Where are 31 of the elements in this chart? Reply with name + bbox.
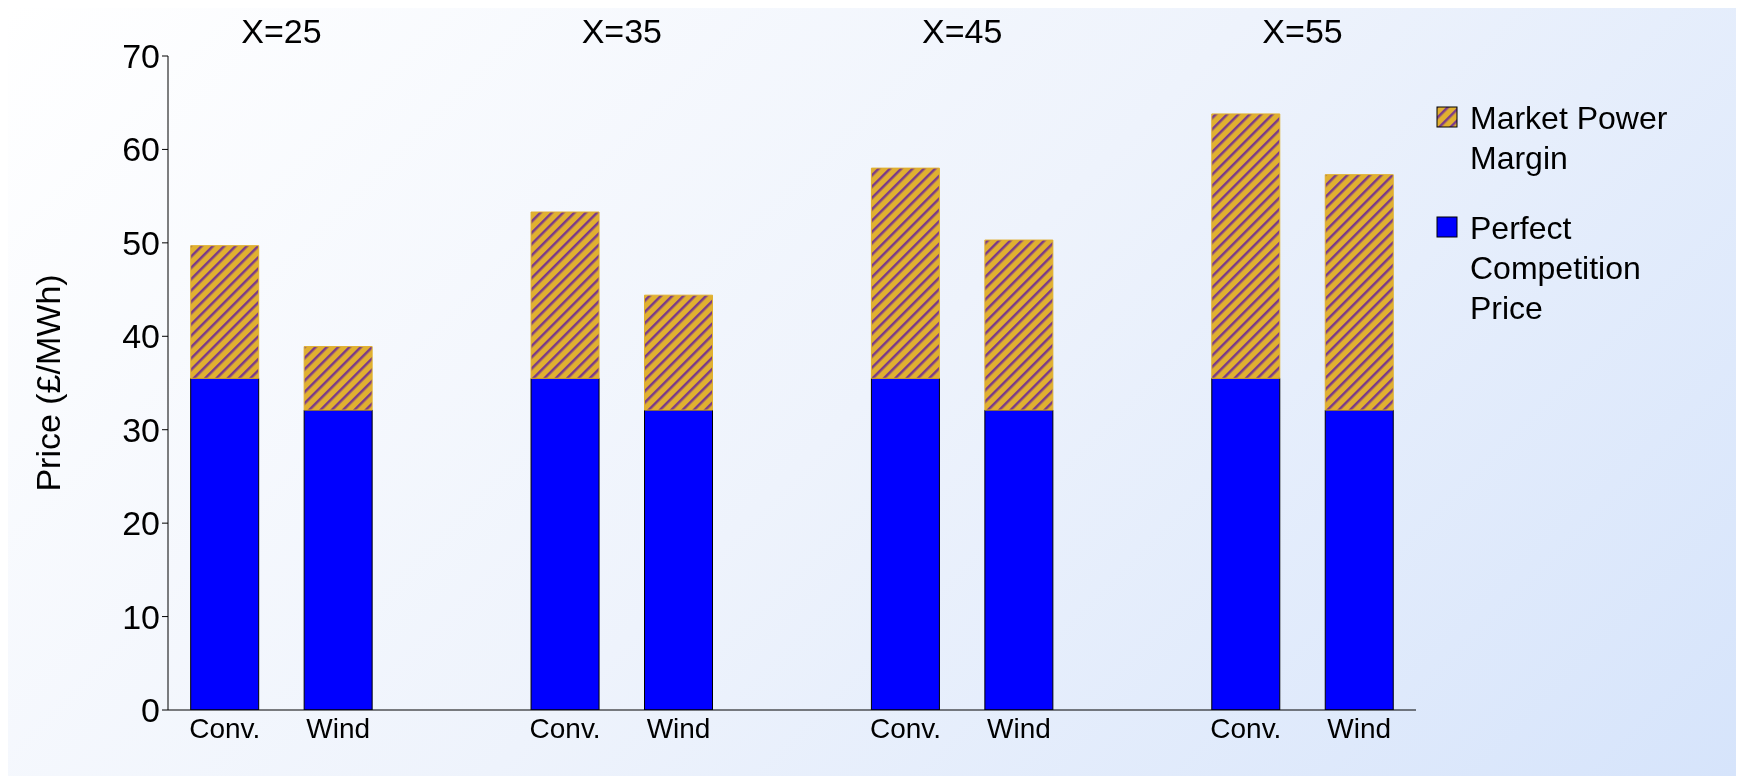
legend-label: Perfect Competition Price bbox=[1470, 209, 1642, 328]
x-tick-label: Conv. bbox=[1210, 712, 1282, 744]
y-tick-label: 40 bbox=[122, 317, 160, 356]
y-axis-title: Price (£/MWh) bbox=[29, 274, 68, 492]
text: X=25 bbox=[240, 12, 323, 51]
x-tick-label: Conv. bbox=[189, 712, 261, 744]
y-tick-label: 20 bbox=[122, 504, 160, 543]
bar bbox=[1324, 174, 1394, 411]
y-tick-label: 30 bbox=[122, 410, 160, 449]
x-tick-label: Conv. bbox=[869, 712, 941, 744]
legend-label: Market Power Margin bbox=[1470, 99, 1669, 178]
bar bbox=[1211, 113, 1281, 379]
x-tick-label: Wind bbox=[646, 712, 711, 744]
y-tick-label: 70 bbox=[122, 37, 160, 76]
text: X=55 bbox=[1261, 12, 1344, 51]
y-tick-label: 50 bbox=[122, 223, 160, 262]
bar bbox=[984, 239, 1054, 411]
text: X=35 bbox=[580, 12, 663, 51]
bar bbox=[190, 245, 260, 379]
text: X=45 bbox=[921, 12, 1004, 51]
bar bbox=[303, 346, 373, 411]
y-tick-label: 0 bbox=[141, 691, 160, 730]
y-tick-label: 60 bbox=[122, 130, 160, 169]
x-tick-label: Wind bbox=[306, 712, 371, 744]
bar bbox=[870, 167, 940, 379]
x-tick-label: Wind bbox=[1327, 712, 1392, 744]
x-tick-label: Conv. bbox=[529, 712, 601, 744]
y-tick-label: 10 bbox=[122, 597, 160, 636]
bar bbox=[530, 211, 600, 379]
x-tick-label: Wind bbox=[987, 712, 1051, 744]
bar bbox=[644, 294, 714, 411]
